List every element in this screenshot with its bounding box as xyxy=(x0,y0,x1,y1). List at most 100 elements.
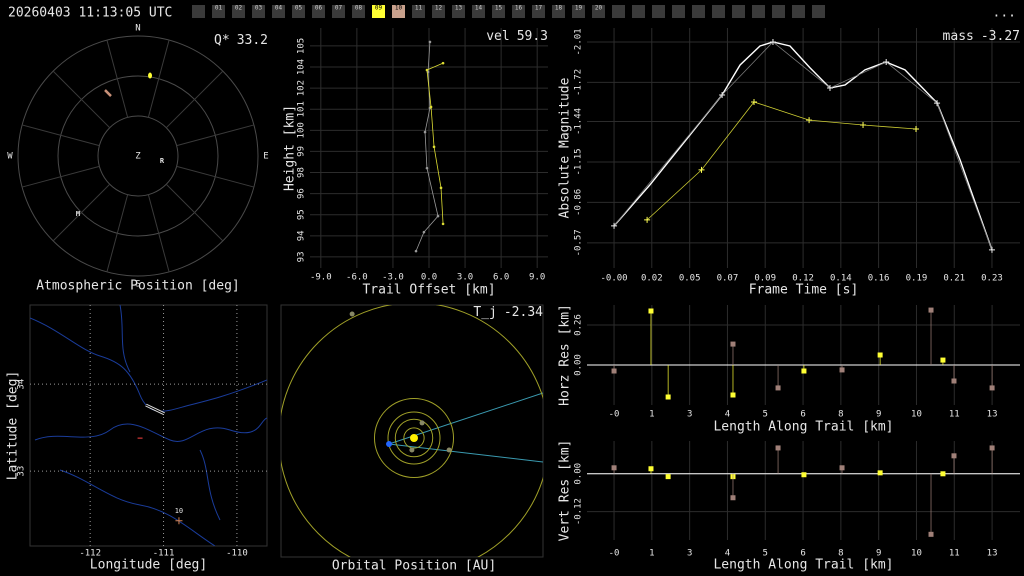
stem-marker xyxy=(730,495,736,501)
direction-line xyxy=(388,443,543,463)
point-marker xyxy=(644,216,651,223)
point-marker xyxy=(422,230,426,234)
camera-label: 06 xyxy=(315,5,323,12)
x-tick-label: 10 xyxy=(911,549,922,559)
series-line xyxy=(646,101,917,221)
camera-box xyxy=(312,5,325,18)
x-axis-label: Length Along Trail [km] xyxy=(713,420,893,435)
stem-marker xyxy=(839,465,845,471)
az-spoke xyxy=(21,165,100,188)
camera-label: 02 xyxy=(235,5,243,12)
camera-label: 17 xyxy=(535,5,543,12)
y-tick-label: 99 xyxy=(297,146,307,157)
point-marker xyxy=(429,105,433,109)
x-tick-label: 8 xyxy=(838,410,843,420)
stem-marker xyxy=(839,367,845,373)
alt-ring xyxy=(17,35,259,277)
station-marker: R xyxy=(160,157,165,165)
camera-label: 04 xyxy=(275,5,283,12)
camera-label: 05 xyxy=(295,5,303,12)
camera-box xyxy=(412,5,425,18)
camera-label: 01 xyxy=(215,5,223,12)
stat-label: T_j xyxy=(473,305,496,320)
y-tick-label: -2.01 xyxy=(574,28,584,55)
x-tick-label: 1 xyxy=(649,549,654,559)
x-axis-label: Atmospheric Position [deg] xyxy=(36,279,240,294)
x-tick-label: 4 xyxy=(725,410,730,420)
stem-marker xyxy=(951,378,957,384)
camera-label: 08 xyxy=(355,5,363,12)
stat-label: mass xyxy=(943,29,974,44)
camera-label: 19 xyxy=(575,5,583,12)
y-tick-label: 0.26 xyxy=(574,314,584,336)
az-spoke xyxy=(52,70,111,129)
orbit-ring xyxy=(394,418,434,458)
stem-marker xyxy=(665,394,671,400)
x-tick-label: 10 xyxy=(911,410,922,420)
stem-marker xyxy=(775,445,781,451)
y-tick-label: -1.15 xyxy=(574,148,584,175)
point-marker xyxy=(441,61,445,65)
camera-label: 20 xyxy=(595,5,603,12)
camera-box xyxy=(392,5,405,18)
camera-box xyxy=(732,5,745,18)
stem-marker xyxy=(665,474,671,480)
camera-box xyxy=(532,5,545,18)
stem-marker xyxy=(940,357,946,363)
body xyxy=(410,434,418,442)
x-tick-label: 0.21 xyxy=(943,274,965,284)
stem-marker xyxy=(940,471,946,477)
alt-ring xyxy=(57,75,219,237)
stat: Q* 33.2 xyxy=(214,33,268,48)
camera-label: 07 xyxy=(335,5,343,12)
point-marker xyxy=(934,100,941,107)
river xyxy=(30,317,267,412)
x-tick-label: 0.16 xyxy=(868,274,890,284)
point-marker xyxy=(611,222,618,229)
x-tick-label: -111 xyxy=(153,549,175,559)
az-spoke xyxy=(165,183,224,242)
point-marker xyxy=(988,246,995,253)
camera-label: 14 xyxy=(475,5,483,12)
stem-marker xyxy=(989,385,995,391)
meteor-point xyxy=(148,72,153,79)
x-tick-label: 0.0 xyxy=(421,273,437,283)
x-axis-label: Longitude [deg] xyxy=(90,558,207,573)
river xyxy=(34,417,267,442)
camera-box xyxy=(692,5,705,18)
y-tick-label: 96 xyxy=(297,188,307,199)
compass-label: E xyxy=(263,152,268,162)
x-tick-label: 4 xyxy=(725,549,730,559)
stem-marker xyxy=(648,308,654,314)
point-marker xyxy=(806,117,813,124)
x-tick-label: 0.14 xyxy=(830,274,852,284)
y-tick-label: 95 xyxy=(297,209,307,220)
camera-box xyxy=(252,5,265,18)
point-marker xyxy=(414,249,418,253)
series-line xyxy=(415,41,439,252)
stat-value: -3.27 xyxy=(981,29,1020,44)
x-tick-label: 3 xyxy=(687,410,692,420)
stem-marker xyxy=(801,472,807,478)
stem-marker xyxy=(775,385,781,391)
az-spoke xyxy=(176,124,255,147)
x-tick-label: -0 xyxy=(609,549,620,559)
point-marker xyxy=(439,186,443,190)
camera-box xyxy=(712,5,725,18)
y-tick-label: -0.57 xyxy=(574,229,584,256)
camera-box xyxy=(492,5,505,18)
point-marker xyxy=(860,121,867,128)
camera-label: 03 xyxy=(255,5,263,12)
orbit-ring xyxy=(403,427,425,449)
point-marker xyxy=(423,130,427,134)
point-marker xyxy=(436,214,440,218)
body xyxy=(409,447,415,453)
menu-button[interactable]: ... xyxy=(993,6,1016,21)
stem-marker xyxy=(730,341,736,347)
orbit-layer xyxy=(281,305,543,557)
point-marker xyxy=(751,98,758,105)
y-axis-label: Horz Res [km] xyxy=(558,304,573,406)
y-axis-label: Vert Res [km] xyxy=(558,440,573,542)
